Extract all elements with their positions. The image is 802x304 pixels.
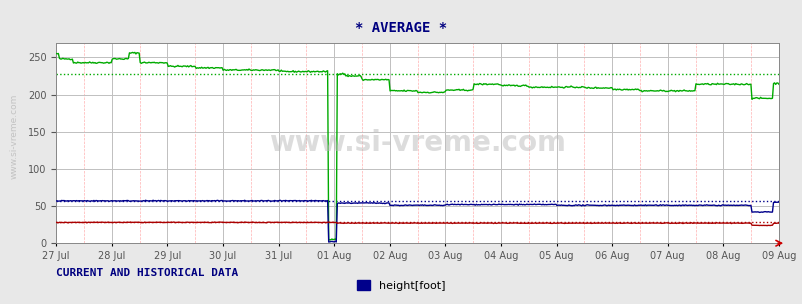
Text: * AVERAGE *: * AVERAGE * [355,21,447,35]
Text: www.si-vreme.com: www.si-vreme.com [269,129,565,157]
Text: CURRENT AND HISTORICAL DATA: CURRENT AND HISTORICAL DATA [56,268,238,278]
Legend: height[foot]: height[foot] [352,276,450,295]
Text: www.si-vreme.com: www.si-vreme.com [10,94,18,179]
